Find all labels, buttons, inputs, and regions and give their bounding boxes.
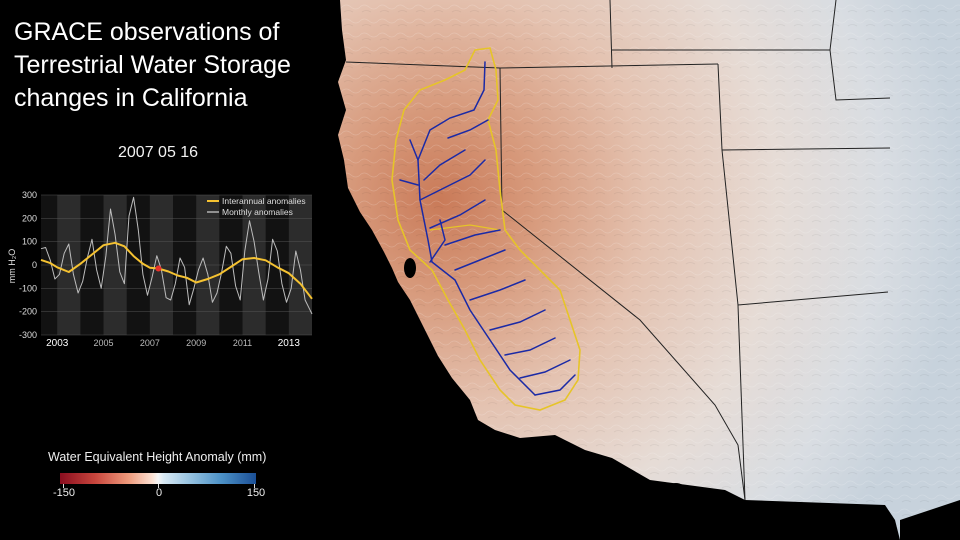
legend-label-monthly: Monthly anomalies	[222, 207, 293, 217]
y-tick-label: -200	[19, 307, 37, 317]
y-tick-label: 300	[22, 190, 37, 200]
x-tick-label: 2013	[278, 338, 301, 349]
y-tick-label: 100	[22, 237, 37, 247]
y-tick-label: -300	[19, 330, 37, 340]
axes: 300 200 100 0 -100 -200 -300 2003 2005 2007 2009 20…	[19, 190, 300, 349]
colorbar-label-min: -150	[52, 487, 76, 499]
x-tick-label: 2011	[233, 338, 252, 348]
legend-label-interannual: Interannual anomalies	[222, 196, 306, 206]
border-nv-id	[609, 0, 613, 69]
y-tick-label: 0	[32, 260, 37, 270]
border-nv-ut	[717, 63, 889, 306]
y-tick-label: 200	[22, 213, 37, 223]
island	[532, 456, 548, 464]
colorbar-label-zero: 0	[155, 487, 163, 499]
border-ca-nv	[499, 67, 746, 501]
border-az	[737, 304, 746, 501]
legend: Interannual anomalies Monthly anomalies	[207, 196, 306, 217]
series-line-monthly	[40, 196, 313, 315]
border-or-ca	[345, 61, 501, 69]
bay	[404, 258, 416, 278]
border-or-nv	[499, 63, 719, 69]
colorbar-tick	[63, 484, 64, 488]
river-network	[399, 61, 576, 396]
series-lines	[40, 196, 313, 315]
y-tick-label: -100	[19, 283, 37, 293]
colorbar	[60, 473, 256, 484]
x-tick-label: 2005	[94, 338, 114, 348]
x-tick-label: 2003	[46, 338, 69, 349]
time-series-chart: 300 200 100 0 -100 -200 -300 2003 2005 2007 2009 20…	[7, 190, 313, 349]
y-axis-label: mm H₂O	[7, 249, 17, 284]
colorbar-label-max: 150	[246, 487, 266, 499]
title-line-3: changes in California	[14, 84, 248, 112]
colorbar-title: Water Equivalent Height Anomaly (mm)	[48, 450, 267, 464]
island	[578, 463, 618, 477]
current-date-marker	[155, 265, 162, 272]
gridlines	[41, 194, 312, 336]
island	[667, 483, 685, 497]
title-line-1: GRACE observations of	[14, 18, 280, 46]
x-tick-label: 2007	[140, 338, 160, 348]
title-line-2: Terrestrial Water Storage	[14, 51, 291, 79]
colorbar-tick	[158, 484, 159, 488]
colorbar-tick	[254, 484, 255, 488]
series-line-interannual	[40, 241, 313, 300]
x-tick-label: 2009	[186, 338, 206, 348]
date-label: 2007 05 16	[118, 144, 199, 161]
page-title: GRACE observations of Terrestrial Water …	[14, 16, 324, 115]
watershed-outline	[391, 47, 581, 411]
